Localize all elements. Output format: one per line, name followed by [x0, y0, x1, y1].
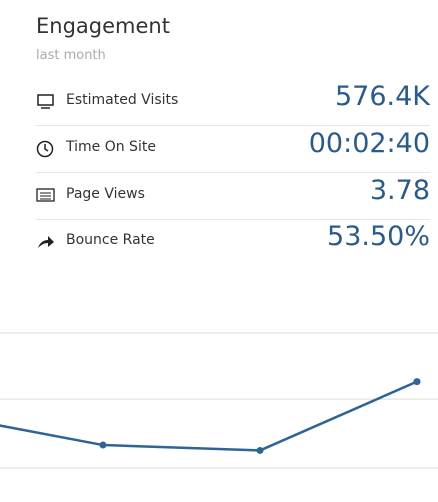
metric-value: 00:02:40: [308, 128, 430, 159]
metric-row: Page Views 3.78: [36, 173, 430, 220]
metric-label: Page Views: [66, 186, 145, 202]
point: [256, 446, 264, 454]
point: [99, 441, 107, 449]
metric-label: Time On Site: [66, 139, 156, 155]
metric-label: Bounce Rate: [66, 232, 155, 248]
metric-value: 576.4K: [334, 81, 430, 112]
line: [0, 380, 418, 452]
widget-title: Engagement: [36, 14, 170, 38]
metric-label: Estimated Visits: [66, 92, 179, 108]
metric-row: Bounce Rate 53.50%: [36, 219, 430, 265]
metric-value: 3.78: [369, 175, 430, 206]
monitor-icon: [37, 94, 54, 109]
metric-value: 53.50%: [327, 221, 430, 252]
clock-icon: [36, 140, 54, 158]
point: [413, 378, 421, 386]
page-icon: [36, 188, 55, 202]
metric-row: Estimated Visits 576.4K: [36, 79, 430, 126]
metric-row: Time On Site 00:02:40: [36, 126, 430, 173]
arrow-icon: [38, 236, 54, 248]
widget-subtitle: last month: [36, 48, 106, 63]
